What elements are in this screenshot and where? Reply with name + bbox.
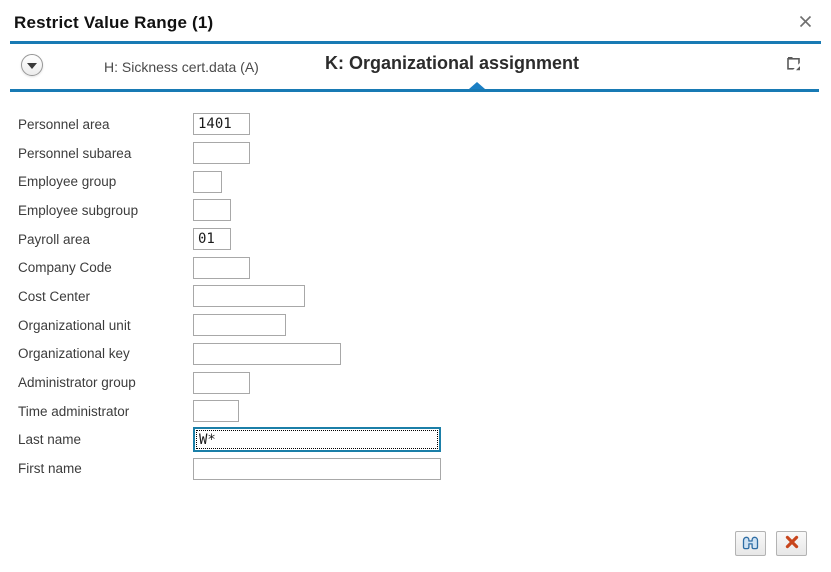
header-divider [10, 41, 821, 44]
field-input-personnel-subarea[interactable] [193, 142, 250, 165]
field-input-employee-subgroup[interactable] [193, 199, 231, 222]
field-label-organizational-unit: Organizational unit [18, 317, 131, 333]
field-label-payroll-area: Payroll area [18, 231, 91, 247]
tab-bar: H: Sickness cert.data (A) K: Organizatio… [0, 44, 831, 89]
form-row: Personnel area [0, 110, 831, 139]
tab-sickness-cert-data[interactable]: H: Sickness cert.data (A) [104, 59, 259, 75]
tab-divider [10, 89, 819, 92]
field-input-last-name[interactable] [193, 427, 441, 453]
field-label-time-administrator: Time administrator [18, 403, 130, 419]
cancel-x-icon [785, 535, 799, 552]
field-label-employee-group: Employee group [18, 174, 117, 190]
form-row: Personnel subarea [0, 139, 831, 168]
close-button[interactable] [795, 13, 815, 33]
form-row: Organizational unit [0, 311, 831, 340]
chevron-down-icon [27, 62, 37, 69]
field-input-organizational-unit[interactable] [193, 314, 286, 337]
form-row: Company Code [0, 253, 831, 282]
field-label-administrator-group: Administrator group [18, 375, 136, 391]
form-row: Employee group [0, 167, 831, 196]
field-label-employee-subgroup: Employee subgroup [18, 202, 139, 218]
field-input-payroll-area[interactable] [193, 228, 231, 251]
find-button[interactable] [735, 531, 766, 556]
field-label-organizational-key: Organizational key [18, 346, 130, 362]
active-tab-indicator [469, 82, 485, 89]
field-input-personnel-area[interactable] [193, 113, 250, 136]
field-input-cost-center[interactable] [193, 285, 305, 308]
field-input-organizational-key[interactable] [193, 342, 341, 365]
form-row: Last name [0, 426, 831, 455]
field-input-administrator-group[interactable] [193, 371, 250, 394]
field-input-employee-group[interactable] [193, 170, 222, 193]
field-label-personnel-subarea: Personnel subarea [18, 145, 132, 161]
tab-organizational-assignment[interactable]: K: Organizational assignment [325, 53, 580, 73]
field-label-personnel-area: Personnel area [18, 116, 110, 132]
field-label-first-name: First name [18, 461, 82, 477]
field-input-first-name[interactable] [193, 457, 441, 480]
open-in-new-window-icon [785, 55, 802, 75]
field-label-last-name: Last name [18, 432, 82, 448]
dialog-title: Restrict Value Range (1) [14, 13, 214, 32]
form-row: Time administrator [0, 397, 831, 426]
form-row: Payroll area [0, 225, 831, 254]
cancel-button[interactable] [776, 531, 807, 556]
detach-dialog-button[interactable] [784, 56, 802, 74]
field-label-company-code: Company Code [18, 260, 112, 276]
field-label-cost-center: Cost Center [18, 288, 91, 304]
form: Personnel area Personnel subarea Employe… [0, 100, 831, 483]
tab-list-dropdown-button[interactable] [21, 54, 43, 76]
binoculars-icon [742, 535, 759, 553]
close-icon [798, 14, 813, 32]
form-row: Organizational key [0, 340, 831, 369]
form-row: Employee subgroup [0, 196, 831, 225]
field-input-company-code[interactable] [193, 256, 250, 279]
field-input-time-administrator[interactable] [193, 400, 239, 423]
form-row: Administrator group [0, 368, 831, 397]
form-row: First name [0, 454, 831, 483]
form-row: Cost Center [0, 282, 831, 311]
